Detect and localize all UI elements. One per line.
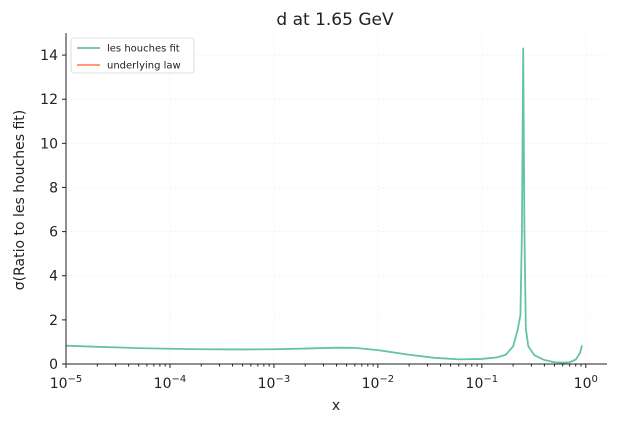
- x-tick-label: 10−1: [466, 374, 499, 392]
- x-tick-label: 10−3: [258, 374, 291, 392]
- y-tick-label: 14: [40, 48, 58, 64]
- y-tick-label: 12: [40, 92, 58, 108]
- legend-box: [70, 37, 195, 74]
- legend-label-1: underlying law: [107, 61, 181, 72]
- y-axis-label: σ(Ratio to les houches fit): [12, 110, 28, 291]
- x-tick-label: 100: [574, 374, 598, 392]
- y-tick-label: 2: [49, 313, 58, 329]
- x-tick-label: 10−2: [362, 374, 395, 392]
- x-axis-label: x: [332, 398, 340, 414]
- legend: les houches fit underlying law: [70, 37, 195, 74]
- legend-label-0: les houches fit: [107, 44, 180, 55]
- x-tick-label: 10−4: [154, 374, 187, 392]
- chart-title: d at 1.65 GeV: [276, 10, 394, 30]
- y-tick-label: 6: [49, 225, 58, 241]
- series-layer: [65, 47, 583, 364]
- y-tick-label: 0: [49, 357, 58, 373]
- y-tick-label: 4: [49, 269, 58, 285]
- ticks: 0 2 4 6 8 10 12 14 10−5 10−4 10−3 10−2 10−1 100: [40, 48, 598, 392]
- y-tick-label: 8: [49, 180, 58, 196]
- x-tick-label: 10−5: [50, 374, 83, 392]
- series-line-0: [65, 47, 583, 364]
- y-tick-label: 10: [40, 136, 58, 152]
